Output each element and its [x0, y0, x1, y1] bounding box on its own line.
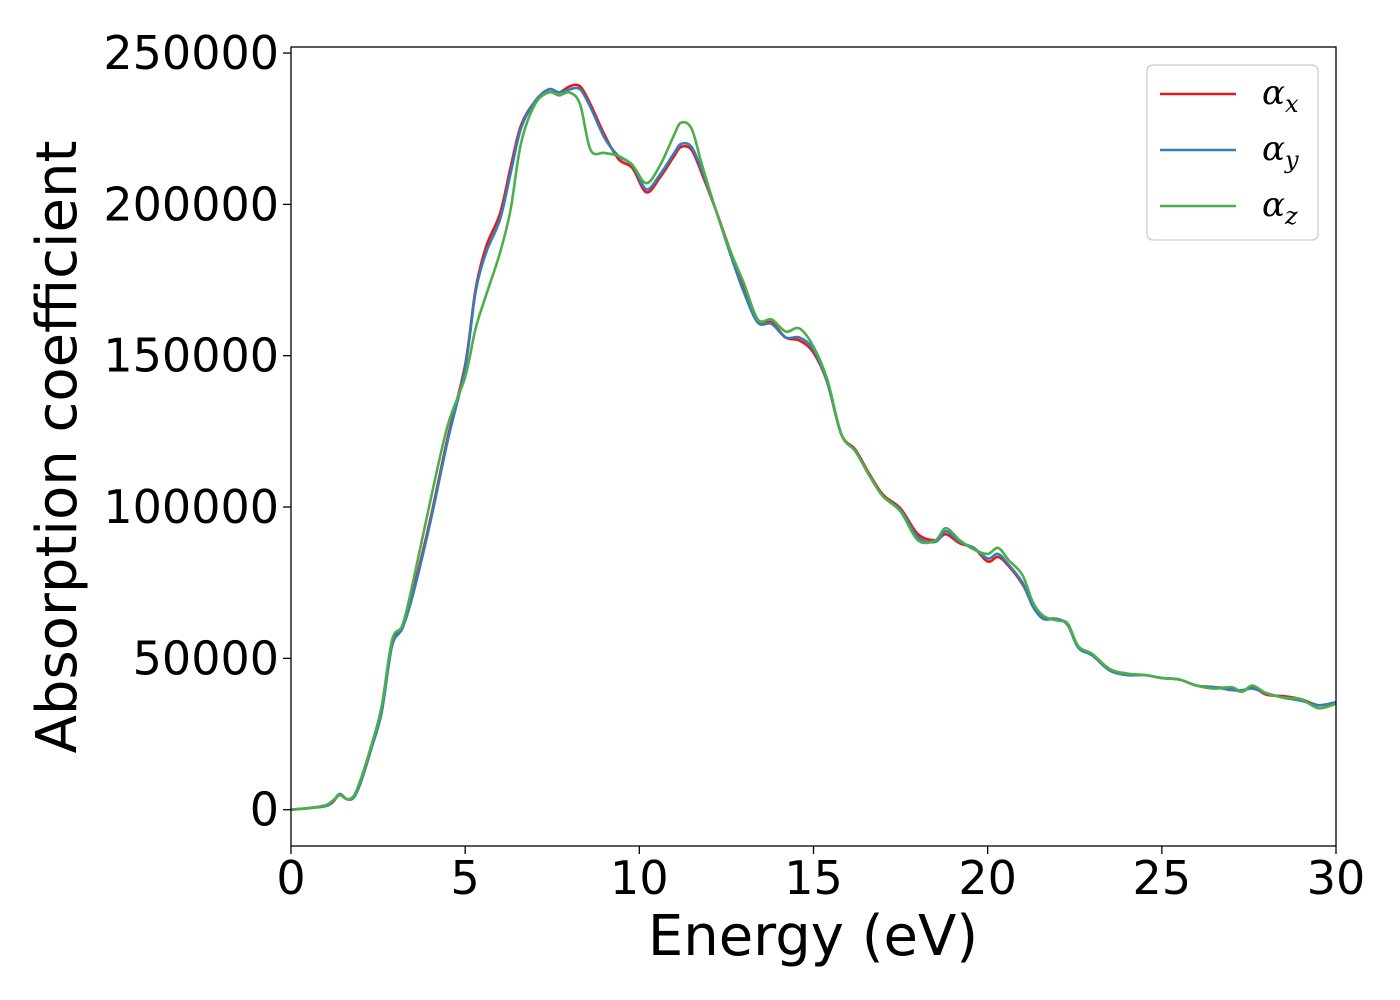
y-axis-ticks: 0 50000 100000 150000 200000 250000 [103, 26, 291, 837]
x-axis-ticks: 0 5 10 15 20 25 30 [276, 846, 1365, 905]
y-axis-title: Absorption coefficient [25, 141, 90, 754]
y-tick-label: 0 [250, 783, 279, 837]
x-axis-title: Energy (eV) [648, 904, 978, 969]
legend-subscript: y [1284, 146, 1299, 174]
series-layer [290, 83, 1337, 811]
y-tick-label: 150000 [103, 329, 279, 383]
legend-subscript: z [1284, 202, 1298, 230]
x-tick-label: 30 [1307, 851, 1366, 905]
series-line-z [290, 90, 1337, 811]
y-tick-label: 250000 [103, 26, 279, 80]
x-tick-label: 15 [784, 851, 843, 905]
y-tick-label: 50000 [133, 631, 279, 685]
legend-subscript: x [1285, 90, 1299, 118]
x-tick-label: 20 [958, 851, 1017, 905]
x-tick-label: 10 [610, 851, 669, 905]
x-tick-label: 5 [451, 851, 480, 905]
series-line-y [290, 86, 1337, 811]
legend-box [1146, 64, 1319, 241]
x-tick-label: 25 [1133, 851, 1192, 905]
x-tick-label: 0 [276, 851, 305, 905]
y-tick-label: 100000 [103, 480, 279, 534]
y-tick-label: 200000 [103, 177, 279, 231]
